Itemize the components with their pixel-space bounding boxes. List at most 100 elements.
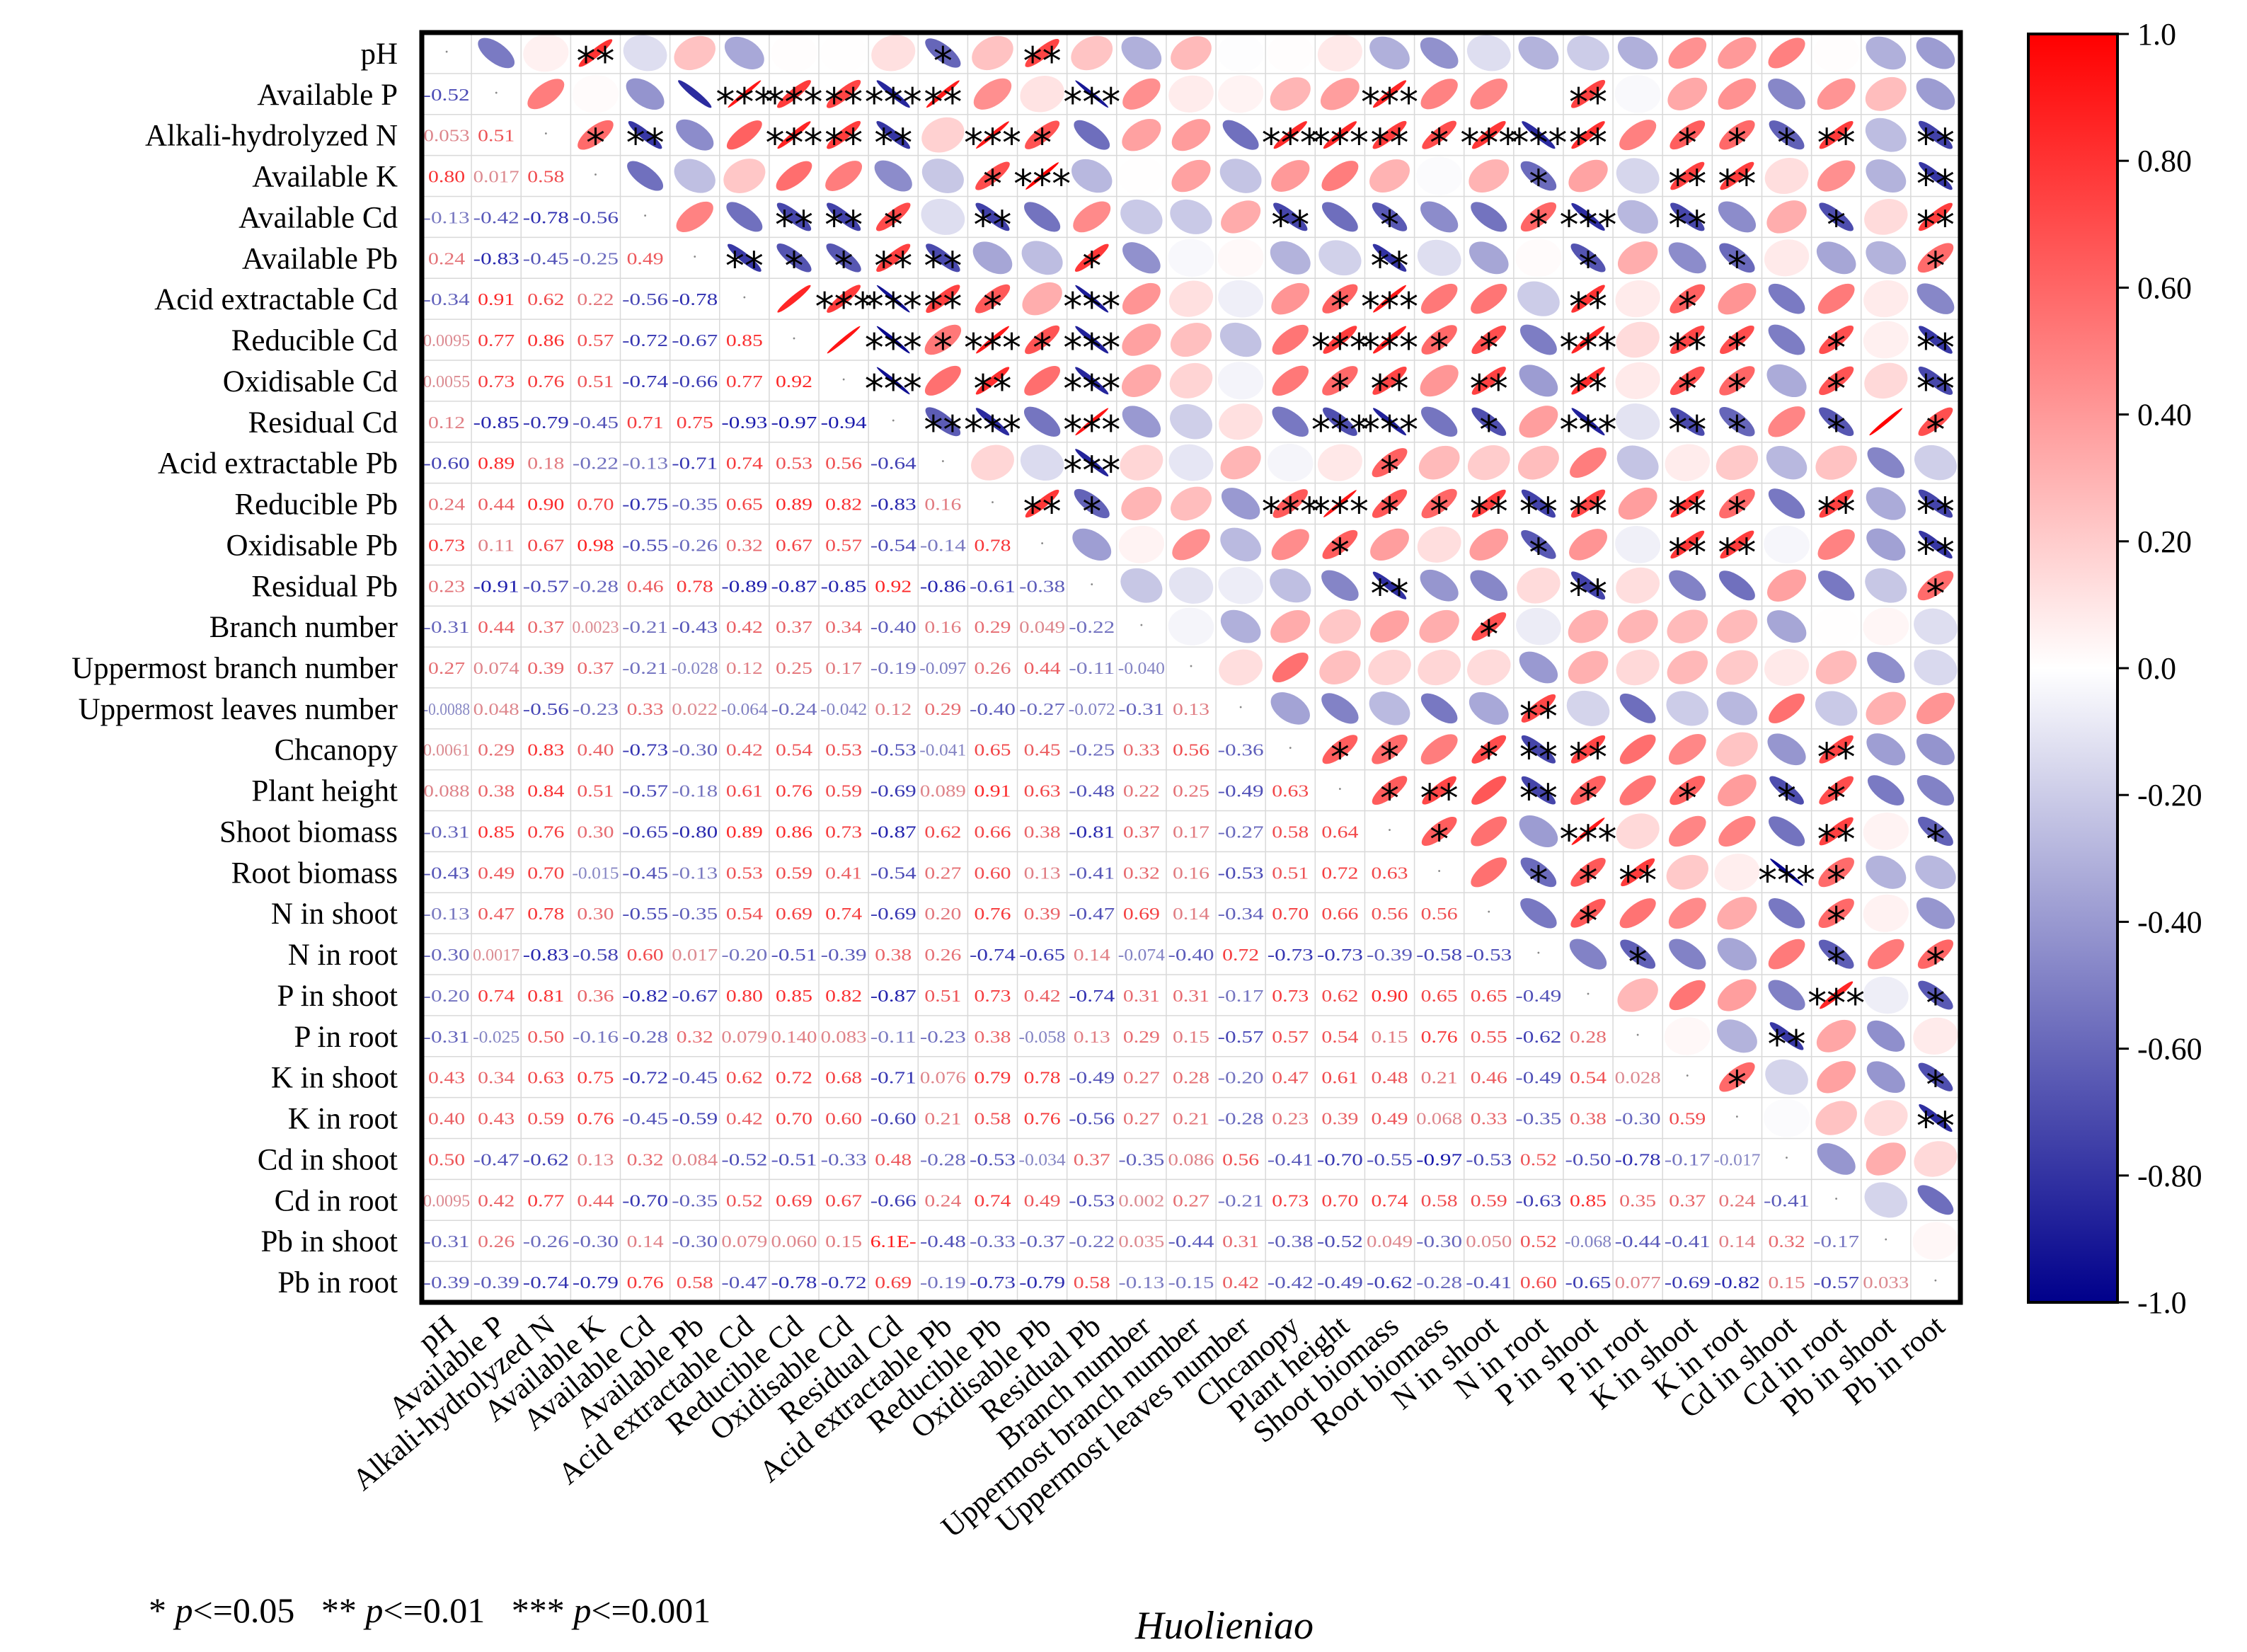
corr-ellipse xyxy=(1022,282,1062,316)
coef-label: 0.38 xyxy=(1024,823,1061,842)
corr-ellipse-group xyxy=(1816,1019,1856,1052)
coef-label: 0.33 xyxy=(627,701,664,719)
corr-ellipse-group xyxy=(1219,649,1263,686)
coef-label: 0.74 xyxy=(726,455,763,474)
coef-label: 0.17 xyxy=(825,660,862,678)
corr-ellipse-group xyxy=(1764,158,1809,195)
coef-label: 0.049 xyxy=(1367,1233,1413,1251)
corr-ellipse-group xyxy=(925,407,961,437)
coef-label: 0.77 xyxy=(527,1192,564,1210)
coef-label: 0.37 xyxy=(1669,1192,1706,1210)
significance-star: *** xyxy=(1063,80,1120,125)
coef-label: 0.42 xyxy=(726,619,763,637)
corr-ellipse xyxy=(1669,939,1706,970)
corr-ellipse xyxy=(1417,239,1461,276)
corr-ellipse xyxy=(1471,283,1507,314)
corr-ellipse xyxy=(1471,735,1507,764)
coef-label: -0.53 xyxy=(970,1151,1016,1169)
corr-ellipse xyxy=(1764,158,1809,195)
coef-label: -0.53 xyxy=(1218,864,1264,883)
corr-ellipse xyxy=(921,117,965,153)
coef-label: -0.69 xyxy=(870,905,916,924)
significance-star: * xyxy=(1926,817,1945,861)
coef-label: 0.24 xyxy=(428,250,465,268)
coef-label: 0.66 xyxy=(1321,905,1358,924)
coef-label: 0.11 xyxy=(478,537,515,555)
corr-ellipse xyxy=(1521,776,1556,805)
corr-ellipse-group xyxy=(1670,530,1705,559)
coef-label: 0.57 xyxy=(1272,1028,1309,1047)
corr-ellipse-group xyxy=(1815,445,1857,480)
corr-ellipse-group xyxy=(926,80,960,108)
corr-ellipse-group xyxy=(1619,898,1656,929)
corr-ellipse-group xyxy=(1323,490,1357,517)
corr-ellipse xyxy=(1568,609,1609,643)
corr-ellipse xyxy=(572,74,619,113)
corr-ellipse-group xyxy=(1025,120,1060,149)
corr-ellipse-group xyxy=(1218,567,1263,604)
corr-ellipse xyxy=(1372,120,1407,149)
corr-ellipse xyxy=(1616,649,1660,686)
corr-ellipse-group xyxy=(1916,78,1955,110)
corr-ellipse xyxy=(1515,239,1562,277)
coef-label: -0.57 xyxy=(523,578,569,596)
coef-label: -0.30 xyxy=(672,742,718,760)
coef-label: 0.068 xyxy=(1416,1111,1462,1129)
corr-ellipse-group xyxy=(1220,446,1261,480)
coef-label: 0.92 xyxy=(875,578,912,596)
coef-label: -0.40 xyxy=(1168,946,1214,965)
coef-label: 0.78 xyxy=(677,578,713,596)
significance-star: ** xyxy=(924,408,962,452)
corr-ellipse-group xyxy=(1170,199,1212,234)
corr-ellipse xyxy=(1614,74,1661,113)
significance-star: * xyxy=(1033,121,1052,166)
corr-ellipse xyxy=(1122,282,1161,315)
corr-ellipse-group xyxy=(1271,282,1310,315)
corr-ellipse-group xyxy=(1819,366,1854,396)
corr-ellipse xyxy=(1520,161,1557,191)
corr-ellipse-group xyxy=(975,202,1010,231)
coef-label: 0.42 xyxy=(1222,1274,1259,1292)
coef-label: -0.17 xyxy=(1665,1151,1711,1169)
significance-star: * xyxy=(1579,899,1598,943)
corr-ellipse xyxy=(1025,162,1059,190)
corr-ellipse xyxy=(1272,489,1308,518)
coef-label: 0.42 xyxy=(726,1111,763,1129)
corr-ellipse-group xyxy=(1420,693,1458,724)
corr-ellipse-group xyxy=(1616,321,1660,358)
coef-label: 0.38 xyxy=(875,946,912,965)
corr-ellipse-group xyxy=(876,367,910,395)
corr-ellipse xyxy=(1471,857,1507,888)
corr-ellipse-group xyxy=(1912,1222,1959,1260)
corr-ellipse xyxy=(1570,489,1606,518)
coef-label: -0.71 xyxy=(870,1069,916,1088)
corr-ellipse xyxy=(1369,692,1410,725)
corr-ellipse xyxy=(1372,734,1408,764)
corr-ellipse-group xyxy=(1866,487,1906,520)
coef-label: 0.15 xyxy=(825,1233,862,1251)
coef-label: -0.49 xyxy=(1317,1274,1363,1292)
coef-label: 0.32 xyxy=(1769,1233,1805,1251)
coef-label: -0.25 xyxy=(1069,742,1115,760)
coef-label: -0.39 xyxy=(821,946,867,965)
corr-ellipse xyxy=(1670,530,1705,559)
corr-ellipse-group xyxy=(1321,570,1359,601)
corr-ellipse xyxy=(1617,36,1658,70)
corr-ellipse xyxy=(723,159,766,193)
corr-ellipse xyxy=(1322,284,1358,314)
coef-label: -0.82 xyxy=(622,987,668,1006)
corr-ellipse-group xyxy=(1520,202,1557,232)
corr-ellipse xyxy=(1471,120,1506,149)
coef-label: 0.60 xyxy=(627,946,664,965)
corr-ellipse-group xyxy=(728,80,762,108)
coef-label: -0.56 xyxy=(1069,1111,1115,1129)
corr-ellipse-group xyxy=(1369,36,1410,70)
corr-ellipse xyxy=(1470,79,1508,110)
corr-ellipse xyxy=(1372,243,1407,272)
coef-label: 0.076 xyxy=(920,1069,966,1088)
corr-ellipse xyxy=(1121,36,1162,70)
corr-ellipse-group xyxy=(1570,735,1606,764)
corr-ellipse xyxy=(1122,406,1161,438)
corr-ellipse xyxy=(1566,690,1610,726)
corr-ellipse xyxy=(1273,202,1308,231)
